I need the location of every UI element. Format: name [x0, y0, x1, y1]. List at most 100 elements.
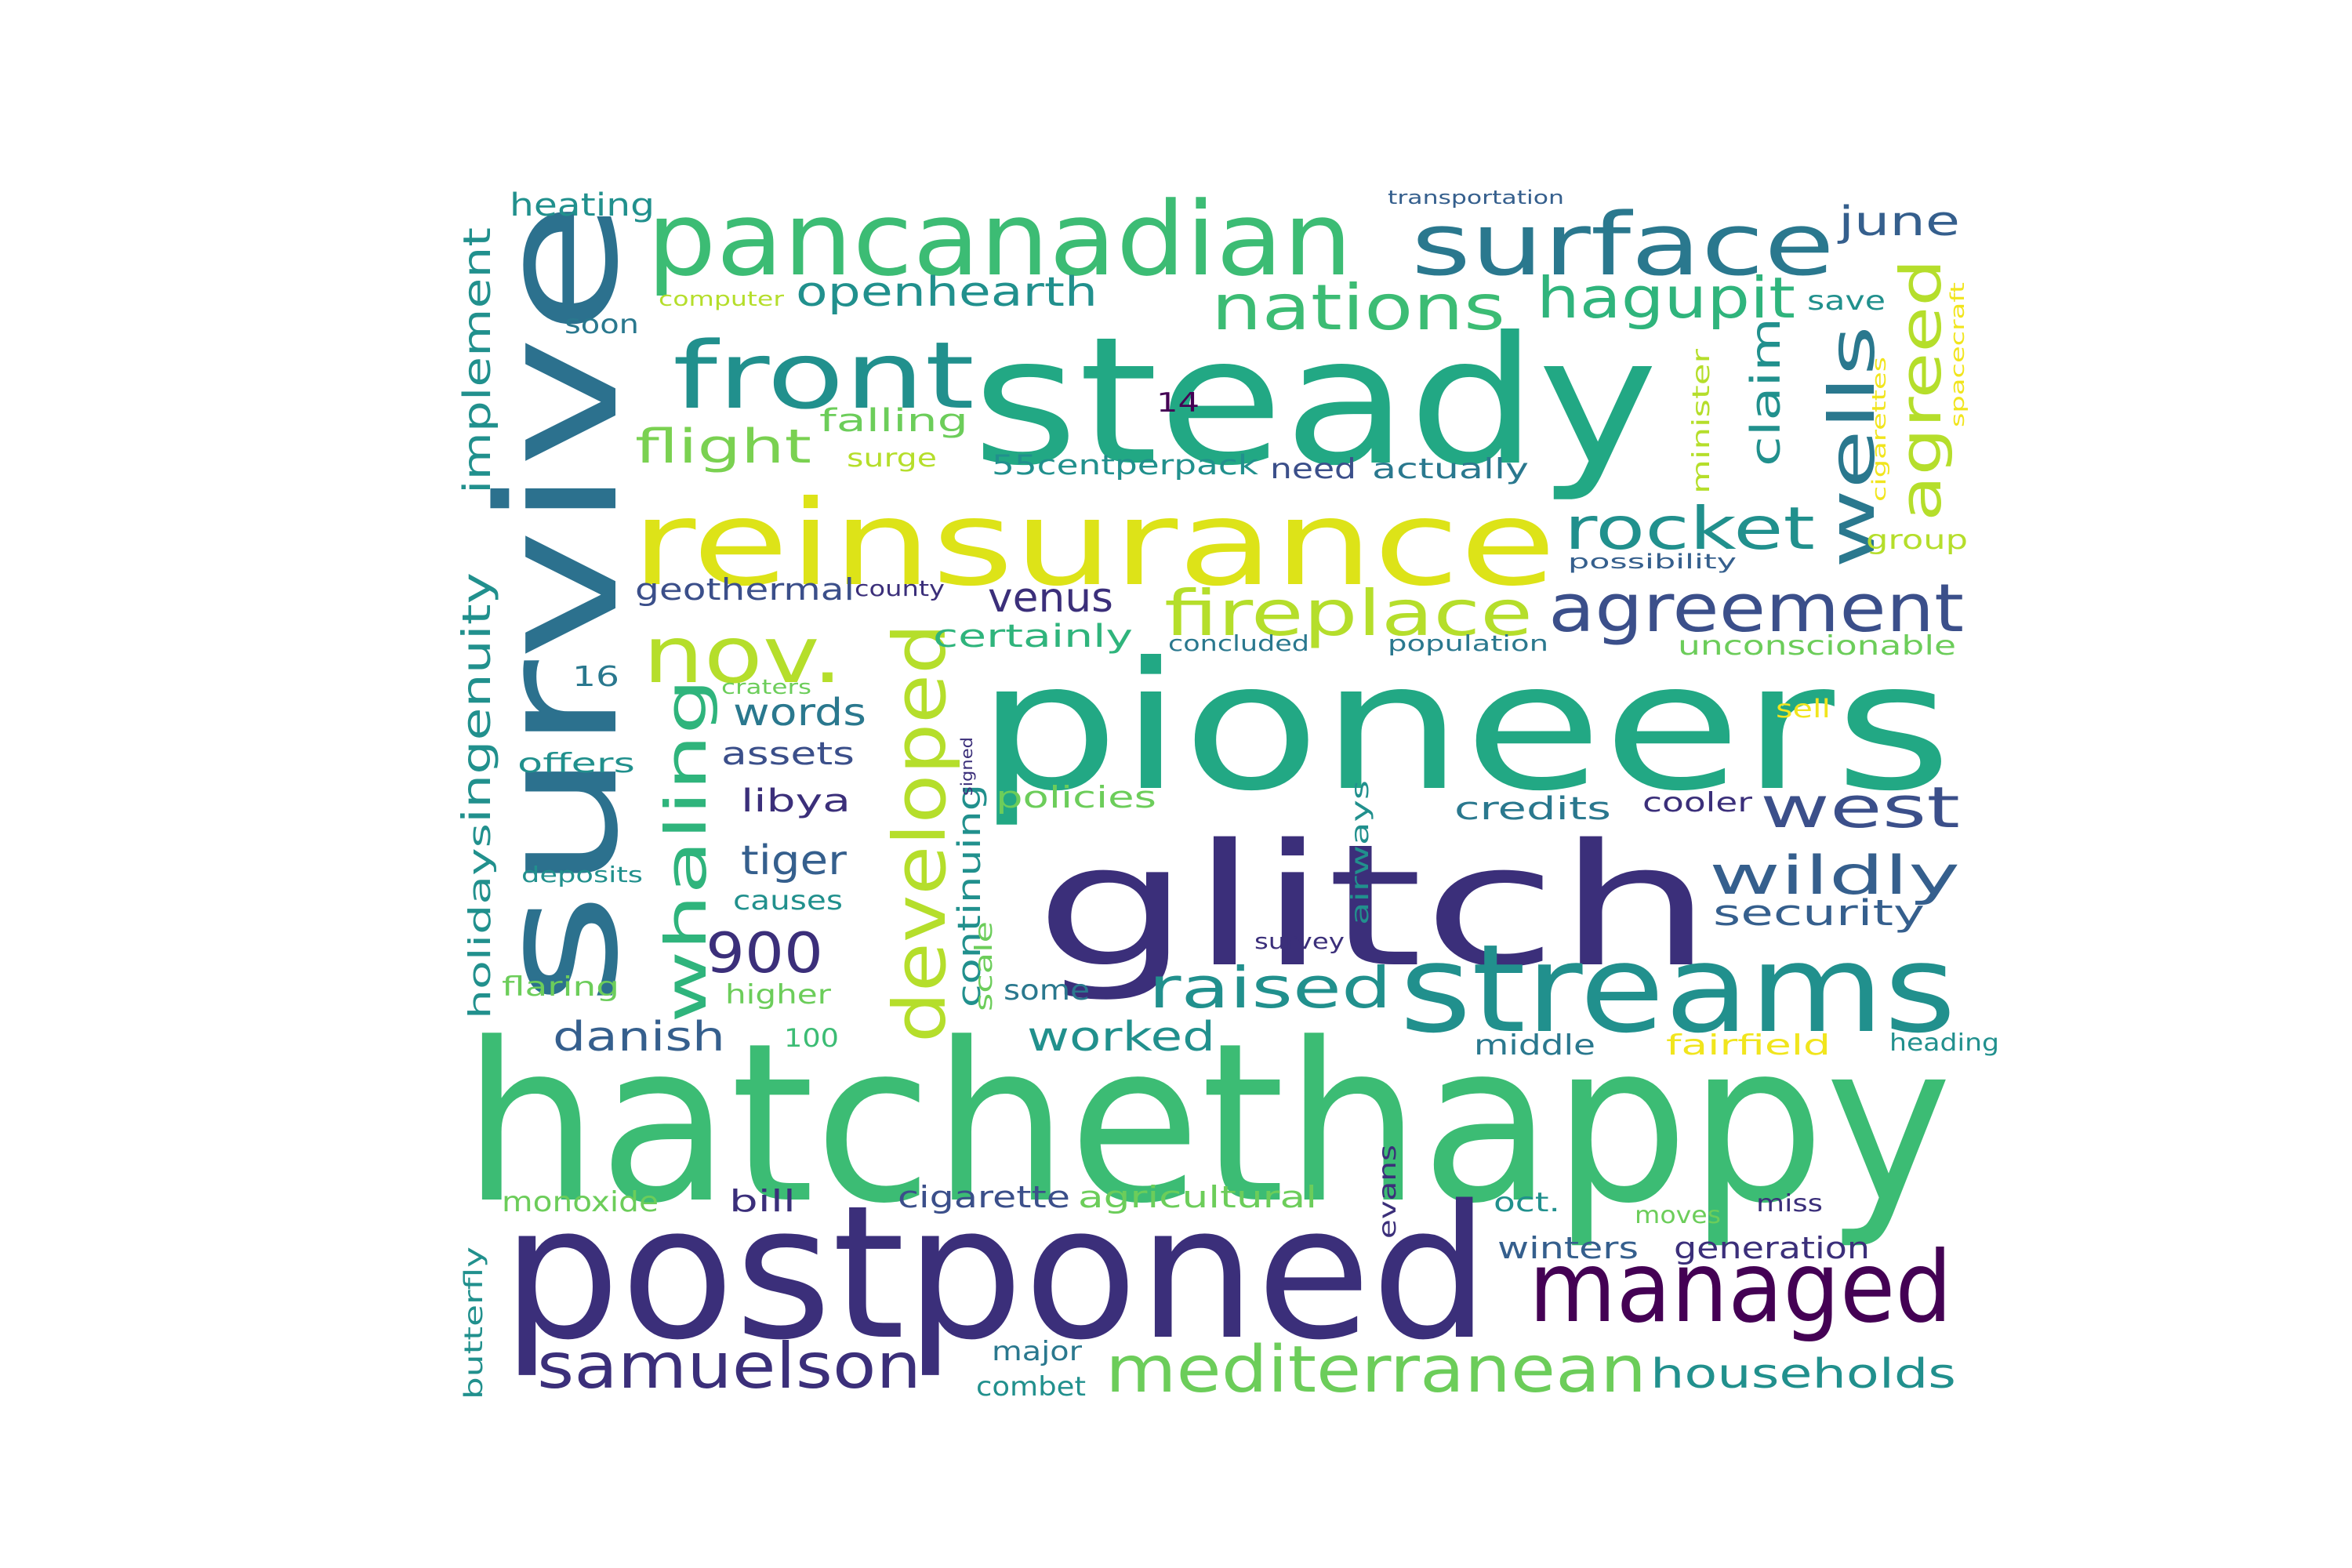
word-flaring: flaring [502, 971, 619, 1003]
word-higher: higher [725, 979, 831, 1011]
word-hagupit: hagupit [1537, 265, 1795, 331]
word-june: june [1838, 198, 1960, 245]
word-implement: implement [456, 227, 499, 494]
word-miss: miss [1756, 1190, 1823, 1218]
word-venus: venus [988, 575, 1113, 622]
word-deposits: deposits [521, 862, 643, 887]
word-tiger: tiger [741, 837, 848, 884]
word-unconscionable: unconscionable [1678, 630, 1956, 662]
word-policies: policies [996, 780, 1156, 815]
word-agreed: agreed [1888, 259, 1954, 521]
word-some: some [1004, 975, 1090, 1007]
word-nations: nations [1211, 271, 1505, 344]
word-claim: claim [1743, 318, 1790, 466]
word-save: save [1807, 285, 1886, 317]
word-heating: heating [510, 187, 655, 223]
word-libya: libya [741, 783, 851, 819]
word-certainly: certainly [933, 619, 1133, 655]
word-offers: offers [517, 748, 635, 779]
word-developed: developed [878, 623, 962, 1043]
word-steady: steady [972, 299, 1658, 505]
word-west: west [1760, 775, 1960, 840]
word-households: households [1650, 1351, 1956, 1398]
word-transportation: transportation [1388, 187, 1564, 209]
word-evans: evans [1374, 1145, 1402, 1239]
word-falling: falling [819, 403, 968, 439]
word-spacecraft: spacecraft [1947, 282, 1969, 427]
word-whaling: whaling [653, 678, 719, 1023]
word-continuing: continuing [952, 784, 988, 1007]
word-14: 14 [1156, 387, 1200, 419]
word-raised: raised [1149, 955, 1392, 1021]
word-craters: craters [721, 676, 811, 699]
word-words: words [733, 691, 866, 735]
word-major: major [992, 1336, 1082, 1367]
word-concluded: concluded [1168, 630, 1309, 656]
word-middle: middle [1474, 1029, 1595, 1062]
word-survey: survey [1254, 928, 1345, 954]
word-glitch: glitch [1035, 808, 1713, 1004]
word-managed: managed [1529, 1231, 1952, 1345]
word-worked: worked [1027, 1014, 1215, 1061]
word-monoxide: monoxide [502, 1186, 659, 1218]
word-soon: soon [564, 309, 639, 340]
word-wildly: wildly [1709, 845, 1960, 907]
word-surface: surface [1411, 194, 1835, 295]
word-front: front [673, 321, 975, 430]
word-computer: computer [659, 288, 784, 311]
word-combet: combet [976, 1371, 1086, 1403]
word-survive: survive [463, 200, 655, 1007]
word-agreement: agreement [1548, 570, 1964, 648]
word-population: population [1388, 630, 1548, 656]
word-nov: nov. [643, 609, 843, 701]
word-surge: surge [847, 443, 937, 473]
word-danish: danish [553, 1014, 725, 1061]
word-credits: credits [1454, 791, 1611, 827]
word-flight: flight [635, 419, 811, 474]
word-need: need [1270, 453, 1356, 485]
word-airways: airways [1347, 780, 1374, 925]
word-agricultural: agricultural [1078, 1180, 1317, 1214]
word-security: security [1713, 892, 1925, 934]
word-signed: signed [957, 737, 976, 796]
word-cigarettes: cigarettes [1868, 357, 1890, 502]
word-generation: generation [1674, 1231, 1870, 1265]
word-oct: oct. [1494, 1187, 1560, 1218]
word-cigarette: cigarette [898, 1180, 1070, 1214]
word-fireplace: fireplace [1164, 577, 1533, 650]
word-wells: wells [1816, 325, 1889, 568]
word-openhearth: openhearth [796, 269, 1098, 316]
word-ingenuity: ingenuity [454, 572, 499, 823]
word-moves: moves [1635, 1202, 1721, 1229]
word-sell: sell [1776, 694, 1831, 724]
word-rocket: rocket [1564, 494, 1815, 563]
word-100: 100 [784, 1023, 839, 1053]
word-pioneers: pioneers [976, 625, 1952, 830]
word-possibility: possibility [1568, 550, 1737, 574]
word-streams: streams [1399, 918, 1956, 1060]
word-900: 900 [706, 921, 823, 985]
word-group: group [1866, 524, 1968, 556]
word-winters: winters [1497, 1231, 1639, 1265]
word-mediterranean: mediterranean [1105, 1333, 1646, 1407]
word-heading: heading [1889, 1029, 1999, 1057]
word-bill: bill [729, 1184, 796, 1218]
word-16: 16 [572, 661, 619, 693]
word-causes: causes [733, 885, 843, 916]
word-county: county [855, 575, 945, 601]
word-holidays: holidays [463, 823, 497, 1019]
word-reinsurance: reinsurance [631, 476, 1556, 612]
word-hatchethappy: hatchethappy [463, 996, 1952, 1252]
word-geothermal: geothermal [635, 572, 855, 607]
word-assets: assets [721, 736, 855, 772]
word-scale: scale [971, 921, 998, 1011]
word-minister: minister [1688, 348, 1715, 494]
word-cooler: cooler [1642, 787, 1752, 818]
word-pancanadian: pancanadian [647, 180, 1352, 299]
word-samuelson: samuelson [537, 1330, 921, 1403]
word-55centperpack: 55centperpack [992, 450, 1259, 481]
word-fairfield: fairfield [1666, 1029, 1831, 1062]
word-postponed: postponed [502, 1167, 1490, 1381]
word-butterfly: butterfly [459, 1247, 488, 1399]
